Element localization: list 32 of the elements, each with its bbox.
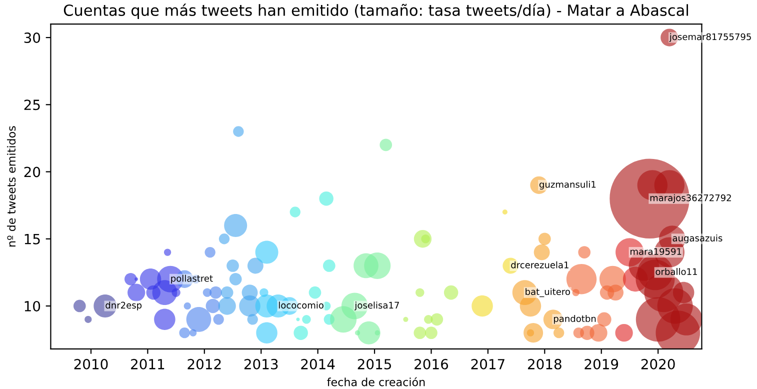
annotation: mara19591 <box>630 248 682 255</box>
y-tick-label: 20 <box>24 166 40 178</box>
x-tick-label: 2017 <box>471 358 504 370</box>
x-tick-label: 2019 <box>584 358 618 370</box>
x-tick-label: 2012 <box>188 358 221 370</box>
annotation: joselisa17 <box>354 302 399 310</box>
annotation: augasazuis <box>672 234 722 244</box>
annotation: pollastret <box>171 274 213 284</box>
annotation: guzmansuli1 <box>539 180 596 190</box>
y-tick-label: 10 <box>24 300 40 312</box>
chart-title: Cuentas que más tweets han emitido (tamaño: tasa tweets/día) - Matar a Abascal <box>64 4 688 19</box>
annotation: drcerezuela1 <box>511 261 568 268</box>
y-tick-label: 25 <box>24 100 40 110</box>
x-tick-label: 2018 <box>528 358 562 370</box>
x-axis-title: fecha de creación <box>327 377 425 386</box>
x-tick-label: 2015 <box>358 358 391 370</box>
y-axis-title: nº de tweets emitidos <box>7 126 16 246</box>
annotation: orballo11 <box>656 268 697 276</box>
x-tick-label: 2016 <box>414 358 448 370</box>
annotation: josemar81755795 <box>669 33 751 42</box>
annotation: lococomio <box>278 302 324 309</box>
annotation: dnr2esp <box>106 302 142 310</box>
annotation: marajos36272792 <box>650 194 731 203</box>
y-tick-label: 15 <box>24 234 40 244</box>
x-tick-label: 2014 <box>301 358 335 370</box>
y-tick-label: 30 <box>24 32 40 44</box>
annotation: bat_uitero <box>526 288 570 298</box>
x-tick-label: 2010 <box>74 358 108 370</box>
x-tick-label: 2011 <box>131 358 164 370</box>
x-tick-label: 2020 <box>641 358 675 370</box>
annotation: pandotbn <box>554 315 596 324</box>
x-tick-label: 2013 <box>244 358 278 370</box>
